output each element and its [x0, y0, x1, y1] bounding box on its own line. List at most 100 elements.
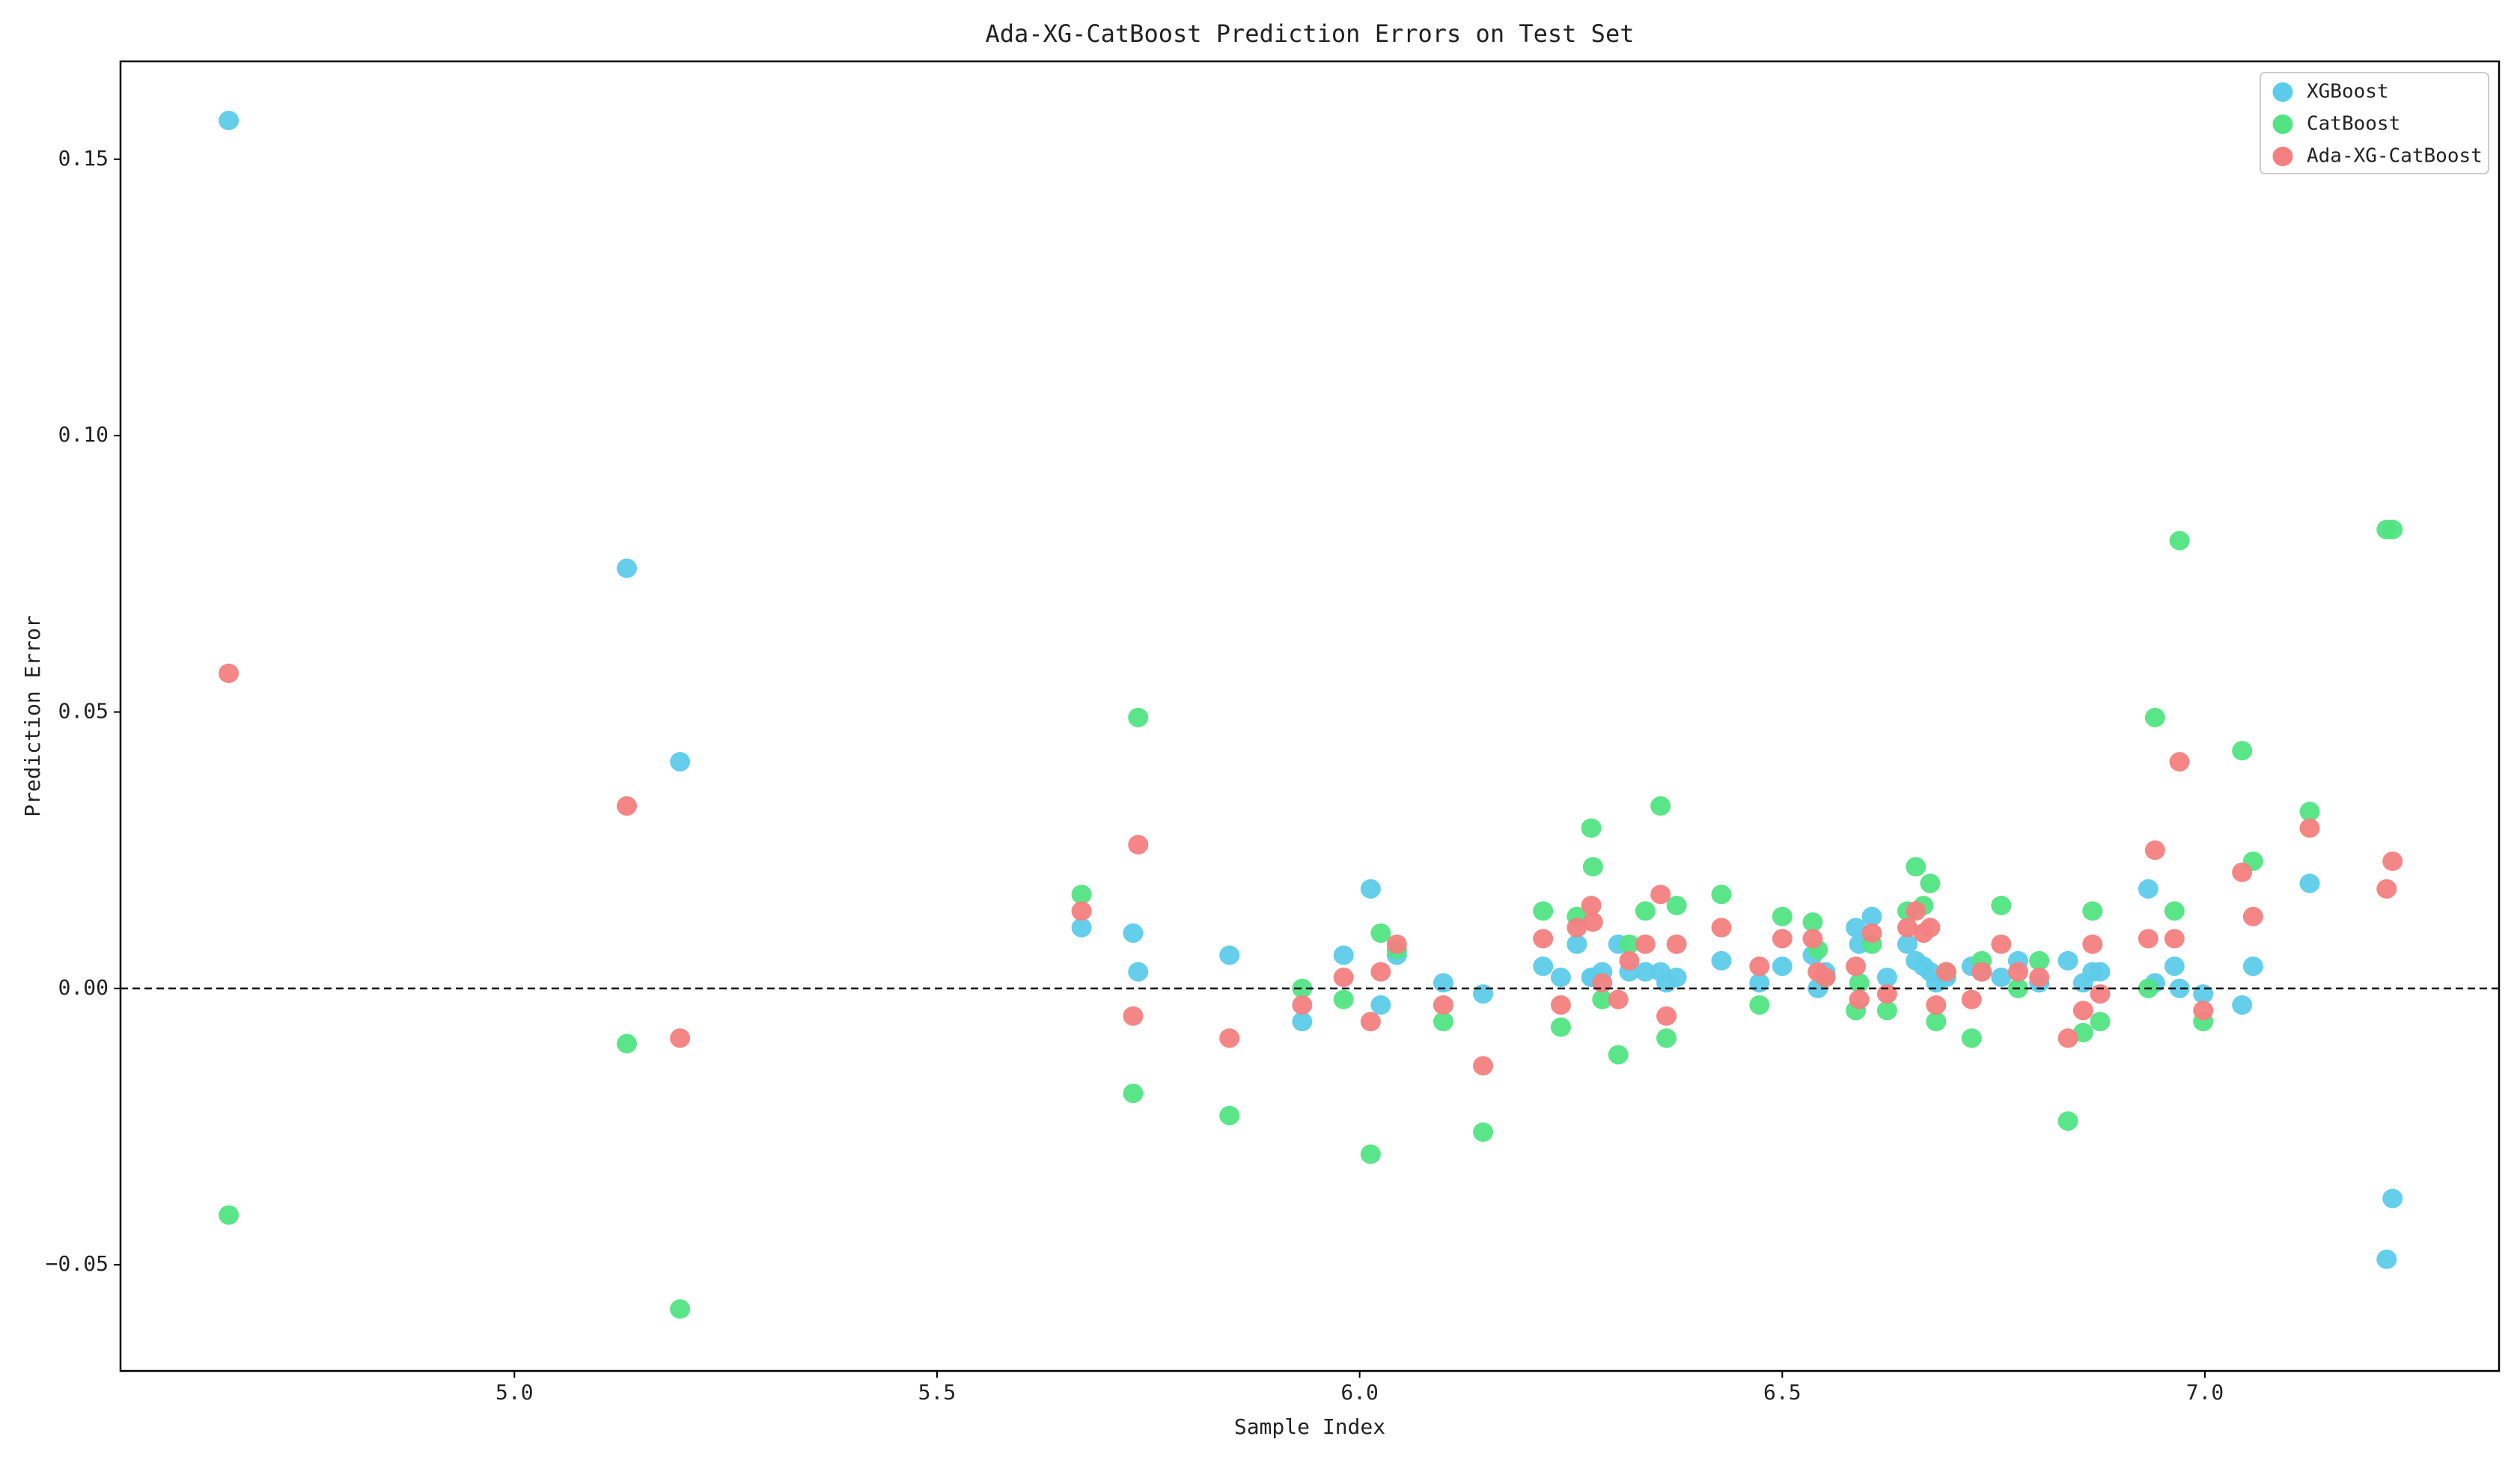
scatter-point [2299, 801, 2320, 822]
scatter-point [1071, 917, 1092, 938]
chart-title: Ada-XG-CatBoost Prediction Errors on Tes… [986, 19, 1635, 48]
scatter-point [1592, 973, 1613, 993]
scatter-point [2144, 840, 2165, 861]
scatter-point [1926, 995, 1947, 1015]
scatter-point [1935, 962, 1956, 982]
scatter-point [1815, 968, 1836, 988]
scatter-point [1292, 978, 1313, 998]
scatter-point [1897, 917, 1918, 938]
scatter-point [1533, 956, 1554, 977]
scatter-point [1566, 917, 1587, 938]
scatter-point [1370, 995, 1391, 1015]
scatter-point [1666, 934, 1687, 954]
scatter-point [1608, 989, 1629, 1010]
scatter-point [2007, 962, 2028, 982]
scatter-point [1991, 968, 2012, 988]
scatter-point [1333, 968, 1354, 988]
scatter-point [1592, 989, 1613, 1010]
scatter-point [1219, 945, 1240, 965]
legend-label: Ada-XG-CatBoost [2307, 145, 2483, 168]
scatter-point [1473, 1056, 1494, 1076]
scatter-point [1360, 1012, 1381, 1032]
scatter-point [1876, 1001, 1897, 1021]
scatter-point [1991, 934, 2012, 954]
scatter-point [1897, 934, 1918, 954]
scatter-point [2299, 818, 2320, 838]
scatter-point [2138, 929, 2159, 949]
scatter-point [2072, 1022, 2093, 1042]
scatter-point [1749, 995, 1770, 1015]
scatter-point [1861, 923, 1882, 943]
scatter-point [1906, 901, 1926, 921]
scatter-point [670, 1299, 691, 1319]
scatter-point [1635, 901, 1656, 921]
scatter-point [1749, 956, 1770, 977]
scatter-point [1333, 945, 1354, 965]
y-tick-label: 0.15 [58, 146, 109, 171]
scatter-point [1433, 1012, 1453, 1032]
scatter-point [1608, 1045, 1629, 1065]
legend-marker [2272, 147, 2293, 166]
scatter-point [1386, 934, 1407, 954]
scatter-point [2169, 531, 2190, 551]
y-tick-label: 0.10 [58, 422, 109, 447]
scatter-point [1846, 956, 1867, 977]
scatter-point [1219, 1105, 1240, 1125]
legend-marker [2272, 114, 2293, 134]
scatter-point [1550, 995, 1571, 1015]
scatter-point [1849, 973, 1870, 993]
scatter-point [1123, 923, 1144, 943]
scatter-point [1619, 934, 1640, 954]
scatter-point [616, 558, 637, 578]
scatter-point [1473, 984, 1494, 1004]
scatter-point [1292, 995, 1313, 1015]
scatter-point [219, 111, 240, 131]
scatter-point [1961, 1028, 1982, 1048]
scatter-point [670, 1028, 691, 1048]
scatter-point [1656, 1006, 1677, 1026]
scatter-point [1123, 1084, 1144, 1104]
scatter-point [2090, 962, 2111, 982]
scatter-point [1370, 923, 1391, 943]
scatter-point [2376, 1249, 2397, 1269]
scatter-point [2029, 968, 2050, 988]
scatter-point [1566, 934, 1587, 954]
scatter-point [2299, 873, 2320, 894]
scatter-point [219, 1205, 240, 1225]
x-axis-label: Sample Index [1234, 1414, 1385, 1439]
scatter-point [1906, 857, 1926, 877]
scatter-point [1711, 917, 1732, 938]
scatter-point [1370, 962, 1391, 982]
scatter-point [1533, 901, 1554, 921]
scatter-point [2164, 956, 2185, 977]
scatter-point [670, 751, 691, 772]
scatter-point [2169, 978, 2190, 998]
y-tick-label: −0.05 [46, 1251, 109, 1276]
scatter-point [1123, 1006, 1144, 1026]
scatter-point [2382, 851, 2403, 871]
scatter-point [2169, 751, 2190, 772]
legend-marker [2272, 82, 2293, 102]
scatter-point [1550, 968, 1571, 988]
plot-frame [119, 60, 2501, 1372]
scatter-point [1635, 962, 1656, 982]
scatter-point [1582, 857, 1603, 877]
x-tick-label: 5.0 [495, 1380, 534, 1405]
y-axis-label: Prediction Error [20, 615, 45, 817]
scatter-point [1650, 885, 1671, 905]
scatter-point [1772, 906, 1793, 926]
scatter-point [2164, 901, 2185, 921]
y-tick-label: 0.00 [58, 975, 109, 1000]
scatter-point [1433, 995, 1453, 1015]
scatter-point [1635, 934, 1656, 954]
scatter-point [1292, 1012, 1313, 1032]
legend: XGBoost CatBoost Ada-XG-CatBoost [2260, 72, 2489, 174]
scatter-point [2057, 950, 2078, 971]
x-tick-label: 7.0 [2186, 1380, 2224, 1405]
scatter-point [1861, 906, 1882, 926]
scatter-point [1991, 896, 2012, 916]
scatter-point [1128, 834, 1149, 855]
scatter-point [2138, 879, 2159, 899]
scatter-point [1920, 917, 1941, 938]
